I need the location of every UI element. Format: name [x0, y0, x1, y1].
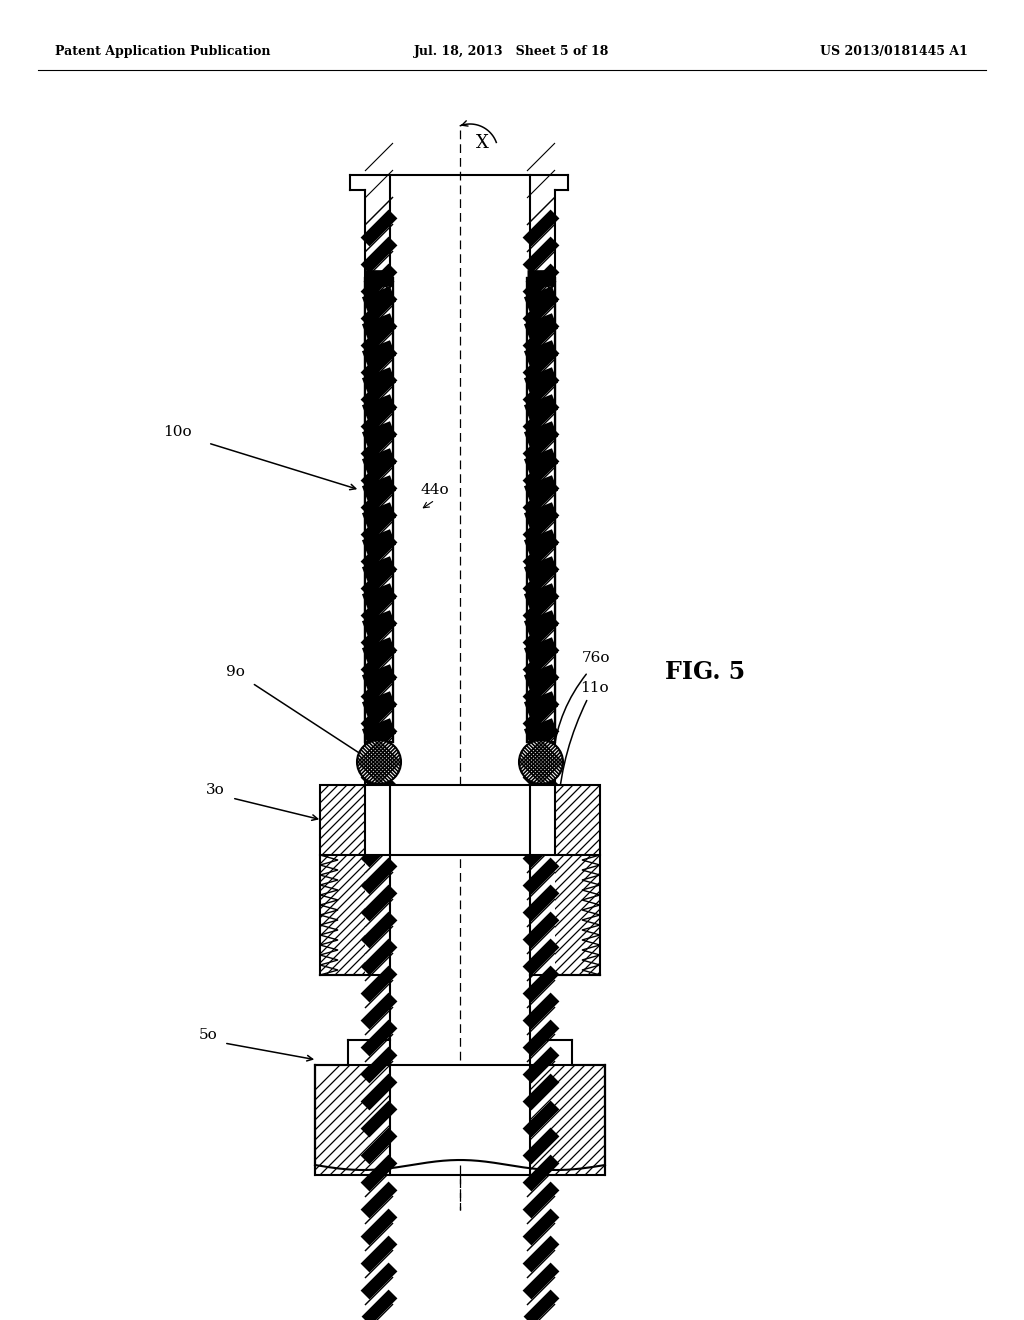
- Bar: [527, 279, 555, 742]
- Circle shape: [519, 741, 563, 784]
- Bar: [527, 279, 555, 742]
- Bar: [527, 279, 555, 742]
- Bar: [555, 785, 600, 855]
- Text: Jul. 18, 2013   Sheet 5 of 18: Jul. 18, 2013 Sheet 5 of 18: [415, 45, 609, 58]
- Bar: [365, 279, 393, 742]
- Text: 9o: 9o: [226, 665, 245, 678]
- Text: 3o: 3o: [206, 783, 225, 797]
- Text: 44o: 44o: [421, 483, 450, 498]
- Text: 5o: 5o: [200, 1028, 218, 1041]
- Bar: [365, 279, 393, 742]
- Bar: [365, 279, 393, 742]
- Text: FIG. 5: FIG. 5: [665, 660, 745, 684]
- Bar: [315, 1065, 390, 1175]
- Text: 11o: 11o: [580, 681, 608, 696]
- Text: US 2013/0181445 A1: US 2013/0181445 A1: [820, 45, 968, 58]
- Circle shape: [357, 741, 401, 784]
- Bar: [365, 279, 393, 742]
- Text: 76o: 76o: [582, 651, 610, 665]
- Bar: [319, 855, 365, 975]
- Bar: [527, 279, 555, 742]
- Bar: [319, 785, 600, 855]
- Text: Patent Application Publication: Patent Application Publication: [55, 45, 270, 58]
- Bar: [365, 279, 393, 742]
- Bar: [315, 1065, 605, 1175]
- Bar: [319, 785, 365, 855]
- Bar: [530, 1065, 605, 1175]
- Bar: [555, 855, 600, 975]
- Text: X: X: [476, 135, 488, 152]
- Bar: [527, 279, 555, 742]
- Text: 10o: 10o: [164, 425, 193, 440]
